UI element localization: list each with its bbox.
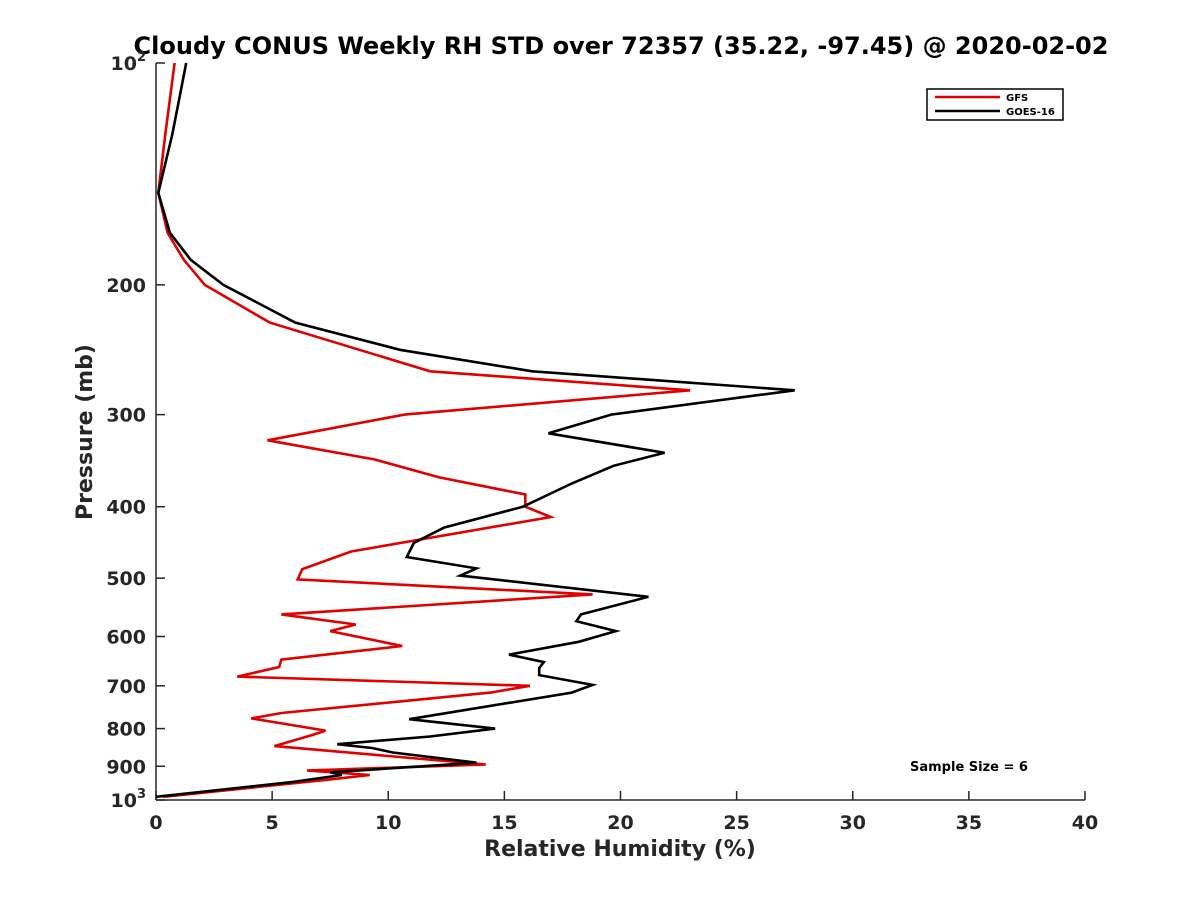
series-line-goes16 — [155, 62, 795, 799]
series-group — [155, 62, 795, 799]
plot-area: 0 5 10 15 20 25 30 35 40 102 200 300 400 500 600 700 80… — [106, 50, 1098, 834]
x-tick-label: 30 — [840, 812, 866, 834]
x-tick-label: 15 — [491, 812, 517, 834]
y-tick-label: 102 — [111, 50, 147, 75]
legend-label-goes16: GOES-16 — [1006, 107, 1055, 118]
x-tick-label: 0 — [149, 812, 162, 834]
legend: GFS GOES-16 — [926, 88, 1064, 121]
x-ticks: 0 5 10 15 20 25 30 35 40 — [149, 791, 1098, 834]
y-tick-label: 400 — [106, 497, 146, 519]
y-tick-label: 600 — [106, 626, 146, 648]
x-axis-label: Relative Humidity (%) — [484, 837, 756, 862]
x-tick-label: 25 — [723, 812, 749, 834]
y-ticks: 102 200 300 400 500 600 700 800 900 103 — [106, 50, 165, 812]
x-tick-label: 20 — [607, 812, 633, 834]
series-line-gfs — [156, 62, 691, 799]
y-axis-label: Pressure (mb) — [73, 344, 98, 520]
chart-title: Cloudy CONUS Weekly RH STD over 72357 (3… — [134, 32, 1109, 60]
y-tick-label: 103 — [111, 787, 147, 812]
legend-label-gfs: GFS — [1006, 93, 1028, 104]
sample-size-annotation: Sample Size = 6 — [910, 760, 1028, 775]
x-tick-label: 5 — [266, 812, 279, 834]
y-tick-label: 300 — [106, 405, 146, 427]
legend-box — [926, 88, 1064, 121]
y-tick-label: 900 — [106, 756, 146, 778]
y-tick-label: 500 — [106, 568, 146, 590]
x-tick-label: 10 — [375, 812, 401, 834]
x-tick-label: 35 — [956, 812, 982, 834]
x-tick-label: 40 — [1072, 812, 1098, 834]
y-tick-label: 800 — [106, 719, 146, 741]
y-tick-label: 200 — [106, 275, 146, 297]
y-tick-label: 700 — [106, 676, 146, 698]
